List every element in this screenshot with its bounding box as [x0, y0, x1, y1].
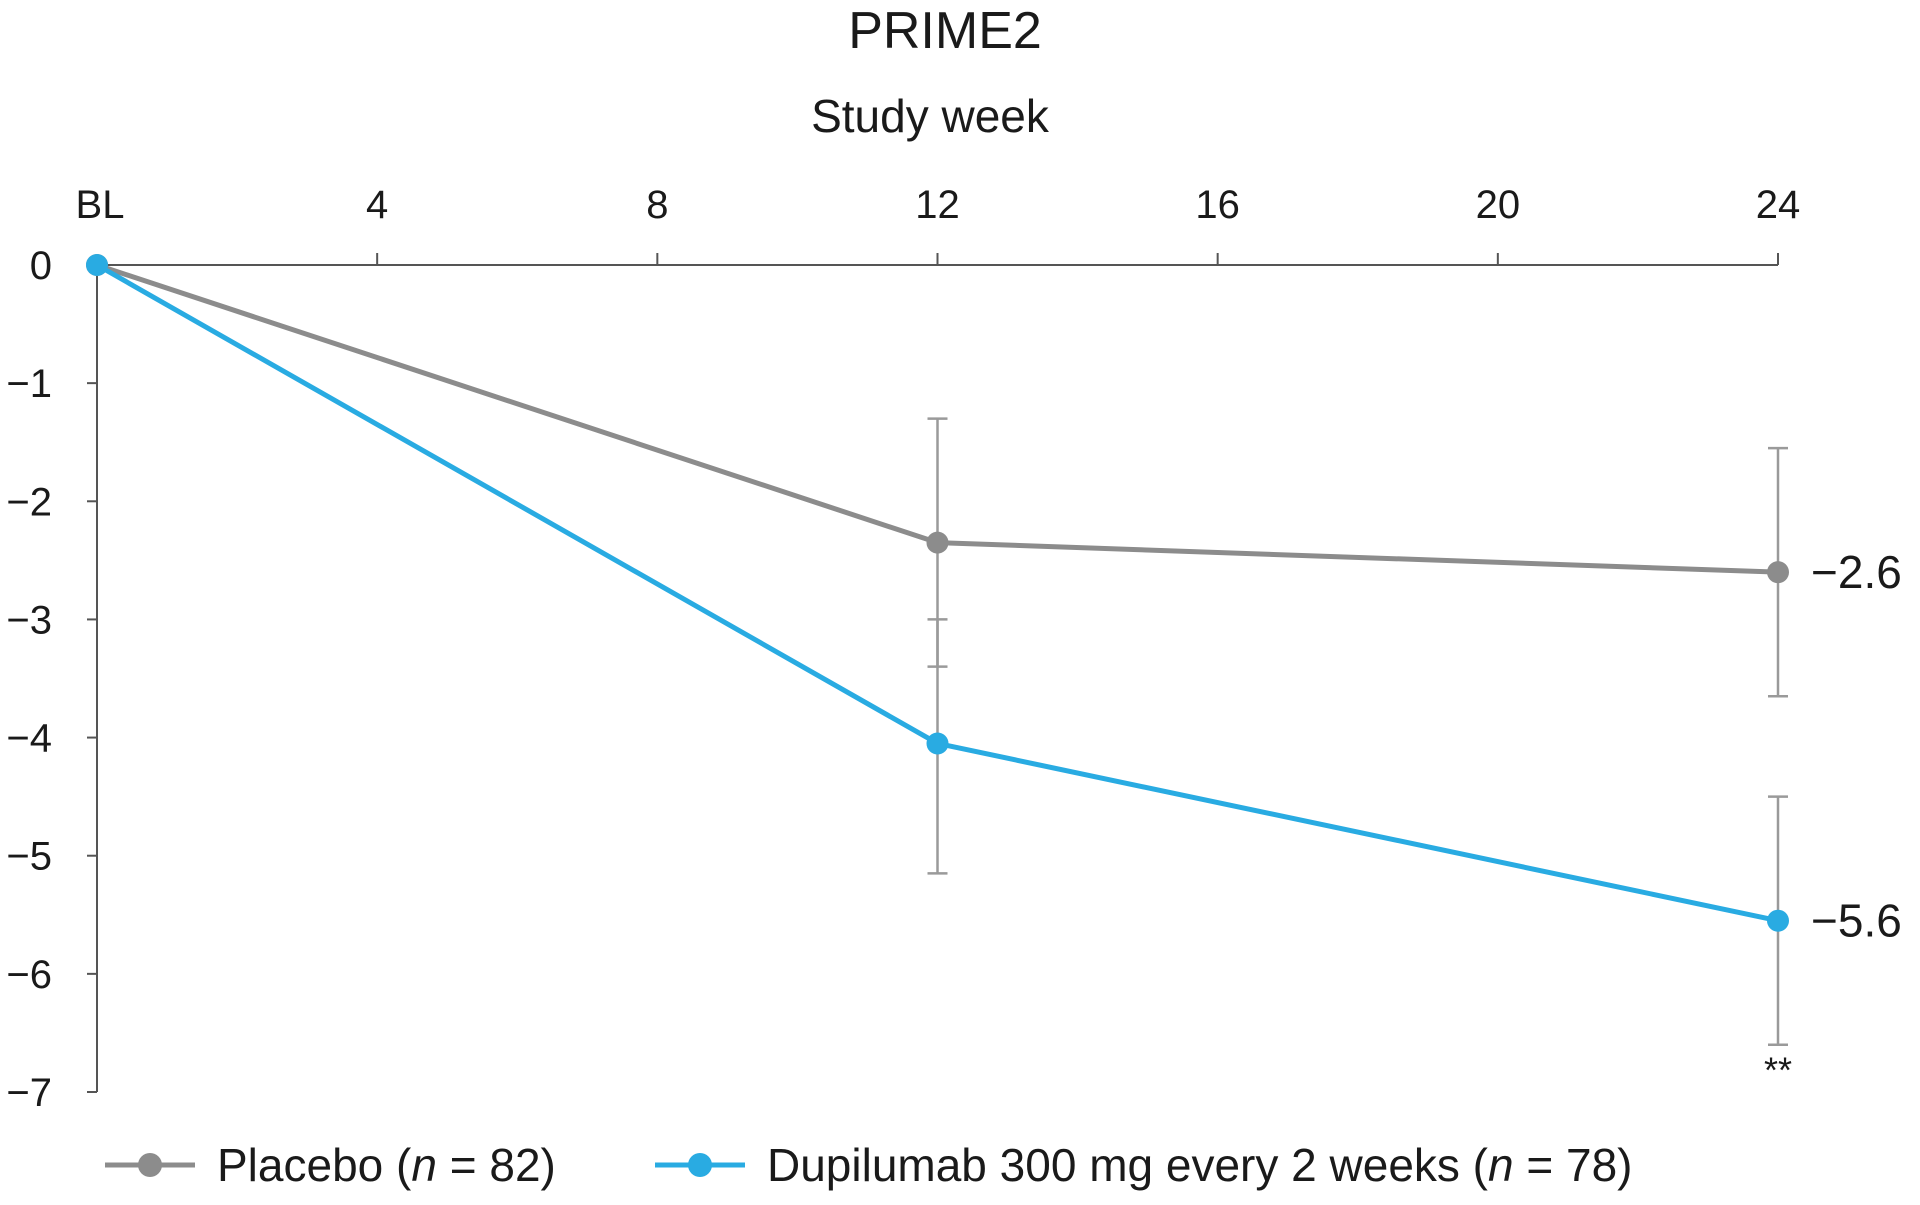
- legend-swatch-marker-placebo: [138, 1153, 162, 1177]
- x-tick-label: 20: [1476, 183, 1521, 227]
- x-axis-title: Study week: [811, 90, 1050, 142]
- y-tick-label: −3: [6, 598, 52, 642]
- x-tick-label: 12: [915, 183, 960, 227]
- y-tick-label: −7: [6, 1071, 52, 1115]
- significance-marker: **: [1764, 1050, 1792, 1091]
- series-lines: [86, 254, 1789, 932]
- legend-label-dupilumab: Dupilumab 300 mg every 2 weeks (n = 78): [767, 1139, 1633, 1191]
- data-labels: −2.6 −5.6 **: [1764, 546, 1902, 1091]
- axes: BL 4 8 12 16 20 24 0 −1 −2 −3 −4 −5 −6 −7: [6, 183, 1800, 1115]
- legend: Placebo (n = 82) Dupilumab 300 mg every 2…: [105, 1139, 1633, 1191]
- data-point-placebo: [1767, 561, 1789, 584]
- y-tick-label: −5: [6, 835, 52, 879]
- end-label-dupilumab: −5.6: [1811, 895, 1902, 947]
- y-tick-label: −2: [6, 480, 52, 524]
- data-point-dupilumab: [926, 732, 949, 755]
- y-tick-label: 0: [30, 244, 52, 288]
- y-tick-label: −4: [6, 717, 52, 761]
- y-tick-label: −6: [6, 953, 52, 997]
- error-bars: [927, 417, 1788, 1046]
- data-point-dupilumab: [86, 254, 108, 276]
- x-tick-label: 16: [1195, 183, 1240, 227]
- legend-label-placebo: Placebo (n = 82): [217, 1139, 556, 1191]
- data-point-dupilumab: [1767, 909, 1789, 932]
- x-tick-label: 24: [1756, 183, 1801, 227]
- x-tick-label: 8: [646, 183, 668, 227]
- legend-swatch-marker-dupilumab: [688, 1153, 712, 1177]
- chart-title: PRIME2: [848, 2, 1042, 60]
- data-point-placebo: [926, 531, 949, 554]
- end-label-placebo: −2.6: [1811, 546, 1902, 598]
- y-tick-label: −1: [6, 362, 52, 406]
- x-tick-label: 4: [366, 183, 388, 227]
- x-tick-label: BL: [76, 183, 125, 227]
